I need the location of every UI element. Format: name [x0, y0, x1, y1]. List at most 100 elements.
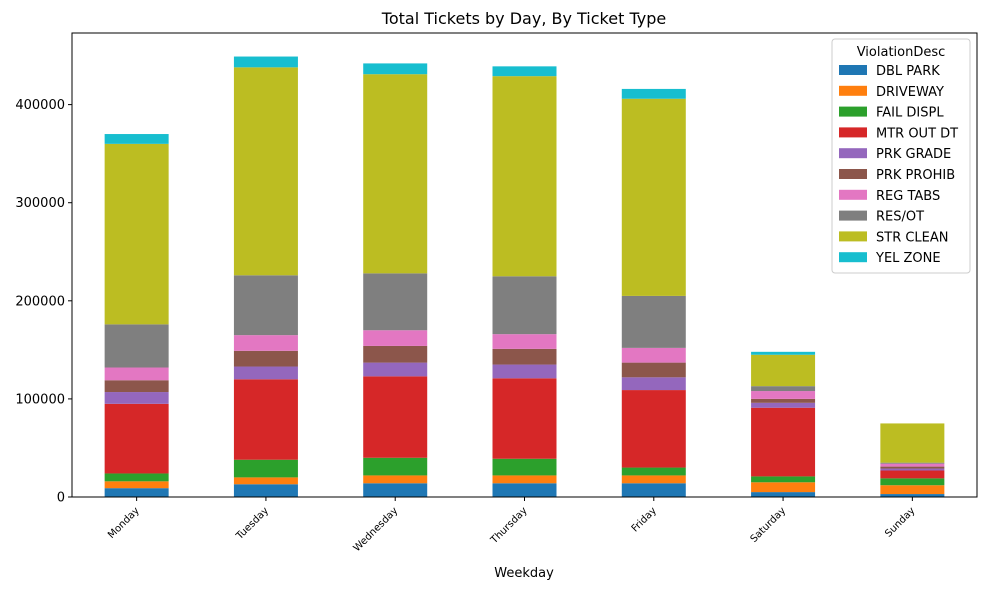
y-tick-label: 0	[57, 491, 65, 506]
bar-yel-zone-wednesday	[363, 63, 428, 75]
legend-swatch-yel-zone	[839, 252, 867, 263]
bar-prk-grade-wednesday	[363, 362, 428, 377]
bar-dbl-park-friday	[621, 483, 686, 497]
legend-label-fail-displ: FAIL DISPL	[876, 106, 944, 121]
bar-dbl-park-tuesday	[233, 484, 298, 497]
chart-title: Total Tickets by Day, By Ticket Type	[381, 9, 666, 28]
bar-str-clean-thursday	[492, 76, 557, 277]
bar-res-ot-saturday	[751, 386, 816, 392]
bar-reg-tabs-saturday	[751, 391, 816, 399]
bar-reg-tabs-monday	[104, 367, 169, 381]
bar-res-ot-sunday	[880, 462, 945, 464]
x-tick-label-monday: Monday	[106, 505, 142, 541]
x-tick-label-saturday: Saturday	[749, 505, 789, 545]
bar-prk-prohib-sunday	[880, 466, 945, 469]
bar-str-clean-wednesday	[363, 74, 428, 274]
bar-dbl-park-thursday	[492, 483, 557, 497]
bar-driveway-wednesday	[363, 475, 428, 484]
bar-fail-displ-wednesday	[363, 457, 428, 476]
bars-layer	[104, 56, 945, 497]
bar-fail-displ-friday	[621, 467, 686, 476]
bar-res-ot-friday	[621, 295, 686, 348]
bar-mtr-out-dt-sunday	[880, 470, 945, 479]
x-tick-label-friday: Friday	[630, 505, 659, 534]
bar-reg-tabs-friday	[621, 347, 686, 363]
legend-label-reg-tabs: REG TABS	[876, 189, 940, 204]
bar-mtr-out-dt-monday	[104, 403, 169, 474]
y-tick-label: 400000	[15, 98, 65, 113]
bar-dbl-park-wednesday	[363, 483, 428, 497]
bar-res-ot-wednesday	[363, 273, 428, 331]
legend-swatch-reg-tabs	[839, 189, 867, 200]
x-tick-label-thursday: Thursday	[488, 505, 529, 546]
bar-fail-displ-sunday	[880, 478, 945, 486]
x-axis-label: Weekday	[494, 566, 554, 581]
bar-driveway-monday	[104, 481, 169, 489]
bar-yel-zone-thursday	[492, 66, 557, 77]
legend-label-res-ot: RES/OT	[876, 210, 924, 225]
bar-res-ot-monday	[104, 324, 169, 368]
bar-driveway-tuesday	[233, 477, 298, 485]
legend-label-yel-zone: YEL ZONE	[875, 251, 941, 266]
legend-label-mtr-out-dt: MTR OUT DT	[876, 126, 958, 141]
bar-fail-displ-saturday	[751, 476, 816, 483]
legend-swatch-dbl-park	[839, 65, 867, 75]
bar-str-clean-tuesday	[233, 67, 298, 276]
legend-swatch-res-ot	[839, 210, 867, 221]
bar-str-clean-sunday	[880, 423, 945, 463]
bar-mtr-out-dt-friday	[621, 390, 686, 468]
bar-driveway-saturday	[751, 482, 816, 493]
bar-mtr-out-dt-tuesday	[233, 379, 298, 460]
bar-dbl-park-sunday	[880, 494, 945, 497]
legend-swatch-str-clean	[839, 231, 867, 242]
bar-fail-displ-tuesday	[233, 459, 298, 478]
bar-driveway-friday	[621, 475, 686, 484]
bar-str-clean-monday	[104, 143, 169, 325]
bar-reg-tabs-tuesday	[233, 335, 298, 351]
bar-res-ot-tuesday	[233, 275, 298, 336]
bar-yel-zone-saturday	[751, 351, 816, 355]
bar-prk-grade-monday	[104, 392, 169, 404]
legend-label-prk-prohib: PRK PROHIB	[876, 168, 955, 183]
bar-yel-zone-tuesday	[233, 56, 298, 68]
bar-fail-displ-monday	[104, 473, 169, 482]
bar-mtr-out-dt-saturday	[751, 407, 816, 477]
bar-reg-tabs-wednesday	[363, 330, 428, 346]
bar-reg-tabs-sunday	[880, 463, 945, 467]
bar-driveway-sunday	[880, 485, 945, 495]
bar-yel-zone-friday	[621, 88, 686, 99]
bar-dbl-park-saturday	[751, 492, 816, 497]
bar-str-clean-friday	[621, 98, 686, 296]
y-tick-label: 100000	[15, 392, 65, 407]
bar-reg-tabs-thursday	[492, 334, 557, 349]
bar-prk-prohib-monday	[104, 380, 169, 393]
bar-mtr-out-dt-thursday	[492, 378, 557, 459]
legend-swatch-prk-grade	[839, 148, 867, 159]
legend: ViolationDesc DBL PARK DRIVEWAY FAIL DISPL…	[831, 38, 971, 274]
legend-title: ViolationDesc	[857, 45, 946, 60]
y-tick-label: 300000	[15, 196, 65, 211]
bar-driveway-thursday	[492, 475, 557, 484]
bar-prk-grade-tuesday	[233, 366, 298, 380]
bar-prk-prohib-saturday	[751, 398, 816, 403]
bar-str-clean-saturday	[751, 354, 816, 387]
x-tick-label-sunday: Sunday	[883, 505, 917, 539]
bar-prk-grade-friday	[621, 377, 686, 391]
bar-prk-grade-saturday	[751, 402, 816, 408]
legend-label-dbl-park: DBL PARK	[876, 64, 940, 79]
bar-prk-grade-sunday	[880, 468, 945, 471]
legend-label-prk-grade: PRK GRADE	[876, 147, 951, 162]
bar-mtr-out-dt-wednesday	[363, 376, 428, 458]
legend-swatch-mtr-out-dt	[839, 127, 867, 138]
bar-prk-grade-thursday	[492, 364, 557, 379]
legend-swatch-fail-displ	[839, 106, 867, 117]
bar-res-ot-thursday	[492, 276, 557, 335]
legend-swatch-driveway	[839, 85, 867, 96]
bar-prk-prohib-thursday	[492, 348, 557, 365]
bar-prk-prohib-wednesday	[363, 345, 428, 363]
bar-fail-displ-thursday	[492, 458, 557, 476]
x-tick-label-tuesday: Tuesday	[234, 505, 271, 542]
y-tick-label: 200000	[15, 294, 65, 309]
bar-yel-zone-monday	[104, 134, 169, 144]
